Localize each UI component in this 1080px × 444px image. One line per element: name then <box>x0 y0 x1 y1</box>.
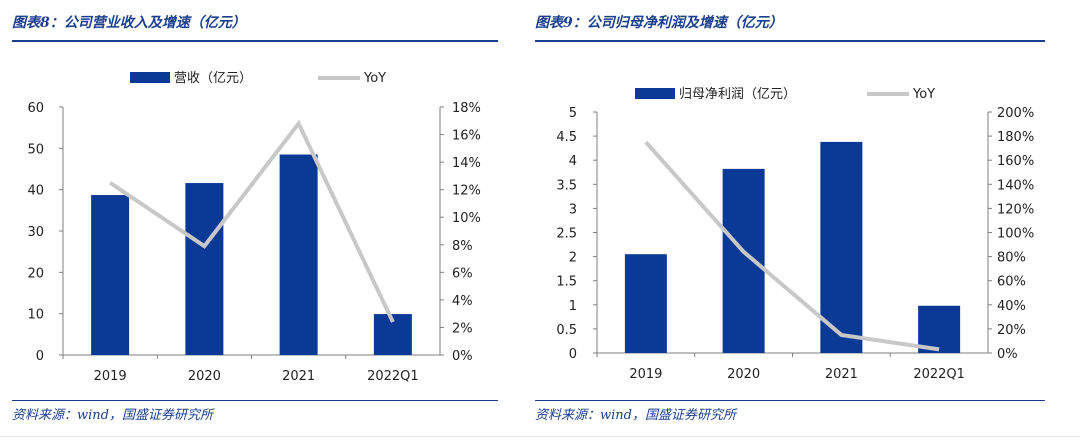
y-tick-label: 60 <box>27 101 44 116</box>
y-tick-label: 5 <box>569 106 577 121</box>
bar <box>185 183 224 355</box>
bar <box>918 305 961 353</box>
bar <box>279 154 318 355</box>
y2-tick-label: 14% <box>452 156 481 171</box>
bar <box>722 168 765 353</box>
y-tick-label: 1 <box>569 299 577 314</box>
x-tick-label: 2021 <box>825 367 858 382</box>
legend-label-line: YoY <box>912 87 935 102</box>
y2-tick-label: 160% <box>997 154 1034 169</box>
page-bottom-line <box>0 436 1080 437</box>
y2-tick-label: 18% <box>452 101 481 116</box>
chart-panel-net-profit: 图表9：公司归母净利润及增速（亿元） 0 0.5 1 1.5 2 2.5 3 3.5 4 4.5 5… <box>535 0 1080 430</box>
y2-tick-label: 100% <box>997 227 1034 242</box>
y-tick-label: 0 <box>569 347 577 362</box>
x-tick-label: 2022Q1 <box>913 367 965 382</box>
y2-tick-label: 140% <box>997 178 1034 193</box>
source-rule <box>535 400 1045 401</box>
y2-tick-label: 8% <box>452 239 473 254</box>
y-tick-label: 2 <box>569 251 577 266</box>
legend-swatch-bar <box>635 88 675 99</box>
y2-tick-label: 16% <box>452 129 481 144</box>
legend-label-bar: 归母净利润（亿元） <box>679 87 796 102</box>
y-tick-label: 3.5 <box>556 178 577 193</box>
revenue-chart: 0 10 20 30 40 50 60 0% 2% 4% 6% 8% 10% 12% 14% 16% 18% 20… <box>27 71 481 384</box>
y-tick-label: 1.5 <box>556 275 577 290</box>
y2-tick-label: 10% <box>452 211 481 226</box>
title-rule <box>12 40 498 42</box>
y-tick-label: 20 <box>27 266 44 281</box>
legend-swatch-bar <box>130 72 170 83</box>
source-note: 资料来源：wind，国盛证券研究所 <box>12 408 213 423</box>
y2-tick-label: 20% <box>997 323 1026 338</box>
y-tick-label: 4 <box>569 154 577 169</box>
yoy-line <box>644 140 940 352</box>
y-tick-label: 3 <box>569 202 577 217</box>
title-rule <box>535 40 1045 42</box>
y2-tick-label: 180% <box>997 130 1034 145</box>
chart-panel-revenue: 图表8：公司营业收入及增速（亿元） 0 10 20 30 40 50 60 0% 2% 4% 6% 8… <box>0 0 520 430</box>
chart-title: 图表9：公司归母净利润及增速（亿元） <box>535 15 783 31</box>
x-tick-label: 2020 <box>727 367 760 382</box>
y2-tick-label: 0% <box>997 347 1018 362</box>
y2-tick-label: 0% <box>452 349 473 364</box>
y2-tick-label: 12% <box>452 184 481 199</box>
y2-tick-label: 2% <box>452 321 473 336</box>
y2-tick-label: 120% <box>997 202 1034 217</box>
legend-label-line: YoY <box>363 71 386 86</box>
x-tick-label: 2019 <box>94 369 127 384</box>
y2-tick-label: 80% <box>997 251 1026 266</box>
bar <box>91 195 130 355</box>
y2-tick-label: 6% <box>452 266 473 281</box>
yoy-line <box>109 119 395 323</box>
x-tick-label: 2022Q1 <box>367 369 419 384</box>
y2-tick-label: 60% <box>997 275 1026 290</box>
y-tick-label: 0.5 <box>556 323 577 338</box>
bar <box>820 141 863 353</box>
y-tick-label: 40 <box>27 184 44 199</box>
y-tick-label: 10 <box>27 308 44 323</box>
x-tick-label: 2021 <box>282 369 315 384</box>
y-tick-label: 2.5 <box>556 227 577 242</box>
bar <box>624 254 667 353</box>
y2-tick-label: 40% <box>997 299 1026 314</box>
net-profit-chart: 0 0.5 1 1.5 2 2.5 3 3.5 4 4.5 5 0% 20% 40% 60% 80% 100% 1… <box>556 87 1034 382</box>
y-tick-label: 4.5 <box>556 130 577 145</box>
y2-tick-label: 4% <box>452 294 473 309</box>
y-tick-label: 30 <box>27 225 44 240</box>
legend-label-bar: 营收（亿元） <box>174 71 252 86</box>
x-tick-label: 2019 <box>629 367 662 382</box>
x-tick-label: 2020 <box>188 369 221 384</box>
y2-tick-label: 200% <box>997 106 1034 121</box>
source-rule <box>12 400 498 401</box>
source-note: 资料来源：wind，国盛证券研究所 <box>535 408 736 423</box>
y-tick-label: 0 <box>36 349 44 364</box>
chart-title: 图表8：公司营业收入及增速（亿元） <box>12 15 246 31</box>
y-tick-label: 50 <box>27 142 44 157</box>
